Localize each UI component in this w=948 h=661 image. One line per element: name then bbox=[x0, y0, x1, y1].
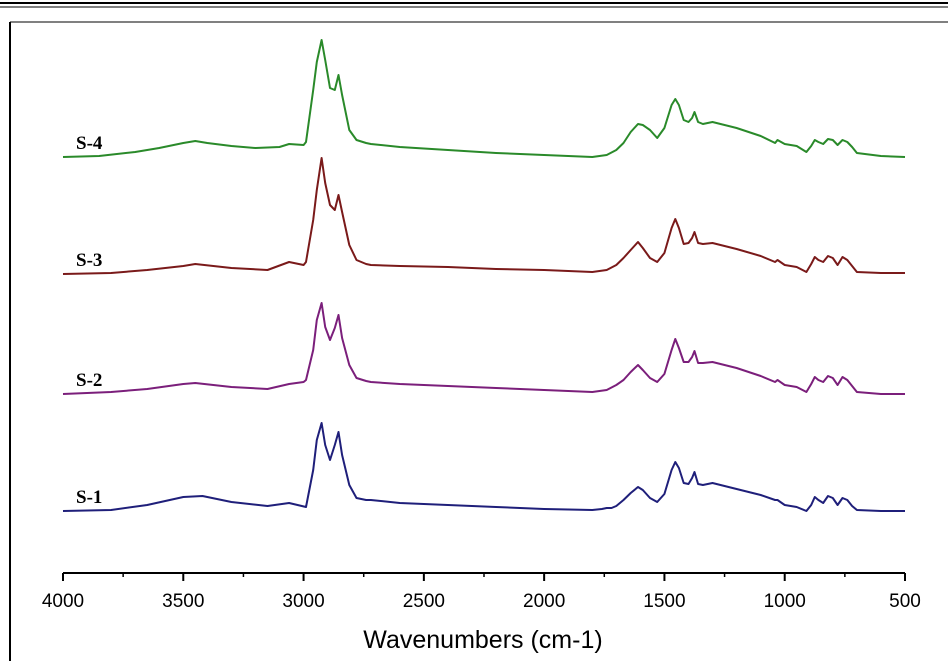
series-line-s-3 bbox=[62, 157, 905, 275]
x-tick-label-4000: 4000 bbox=[42, 591, 84, 612]
series-line-s-2 bbox=[62, 302, 905, 395]
series-label-s-2: S-2 bbox=[76, 370, 102, 391]
series-line-s-1 bbox=[62, 422, 905, 512]
x-tick-label-500: 500 bbox=[889, 591, 921, 612]
x-tick-label-1000: 1000 bbox=[764, 591, 806, 612]
x-tick-label-2000: 2000 bbox=[523, 591, 565, 612]
x-tick-label-3000: 3000 bbox=[282, 591, 324, 612]
series-label-s-3: S-3 bbox=[76, 250, 102, 271]
series-label-s-1: S-1 bbox=[76, 487, 102, 508]
x-tick-label-3500: 3500 bbox=[162, 591, 204, 612]
x-tick-label-2500: 2500 bbox=[403, 591, 445, 612]
series-label-s-4: S-4 bbox=[76, 133, 103, 154]
series-line-s-4 bbox=[62, 39, 906, 158]
x-axis-title: Wavenumbers (cm-1) bbox=[363, 626, 602, 654]
x-tick-label-1500: 1500 bbox=[643, 591, 685, 612]
